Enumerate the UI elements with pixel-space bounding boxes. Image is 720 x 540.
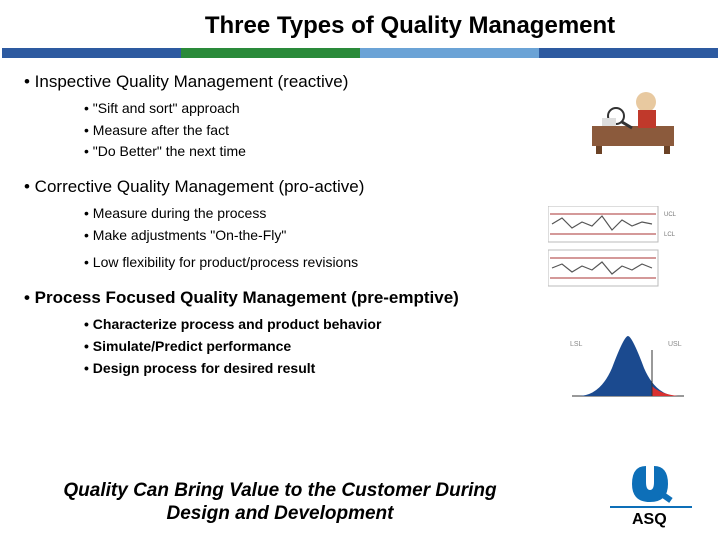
title-divider-bar: [2, 48, 718, 58]
bar-segment-1: [2, 48, 181, 58]
inspector-clipart-icon: [584, 82, 684, 154]
svg-text:LCL: LCL: [664, 232, 676, 238]
svg-text:LSL: LSL: [570, 341, 583, 348]
bar-segment-4: [539, 48, 718, 58]
slide-title: Three Types of Quality Management: [0, 0, 720, 48]
bar-segment-3: [360, 48, 539, 58]
control-chart-icon: UCL LCL: [548, 206, 698, 288]
asq-logo-icon: ASQ: [610, 462, 692, 528]
section2-heading: • Corrective Quality Management (pro-act…: [24, 177, 700, 197]
svg-text:USL: USL: [668, 341, 682, 348]
distribution-curve-icon: LSL USL: [568, 330, 688, 410]
section3-heading: • Process Focused Quality Management (pr…: [24, 288, 700, 308]
svg-text:ASQ: ASQ: [632, 511, 667, 528]
bar-segment-2: [181, 48, 360, 58]
svg-text:UCL: UCL: [664, 212, 677, 218]
footer-statement: Quality Can Bring Value to the Customer …: [60, 479, 500, 527]
